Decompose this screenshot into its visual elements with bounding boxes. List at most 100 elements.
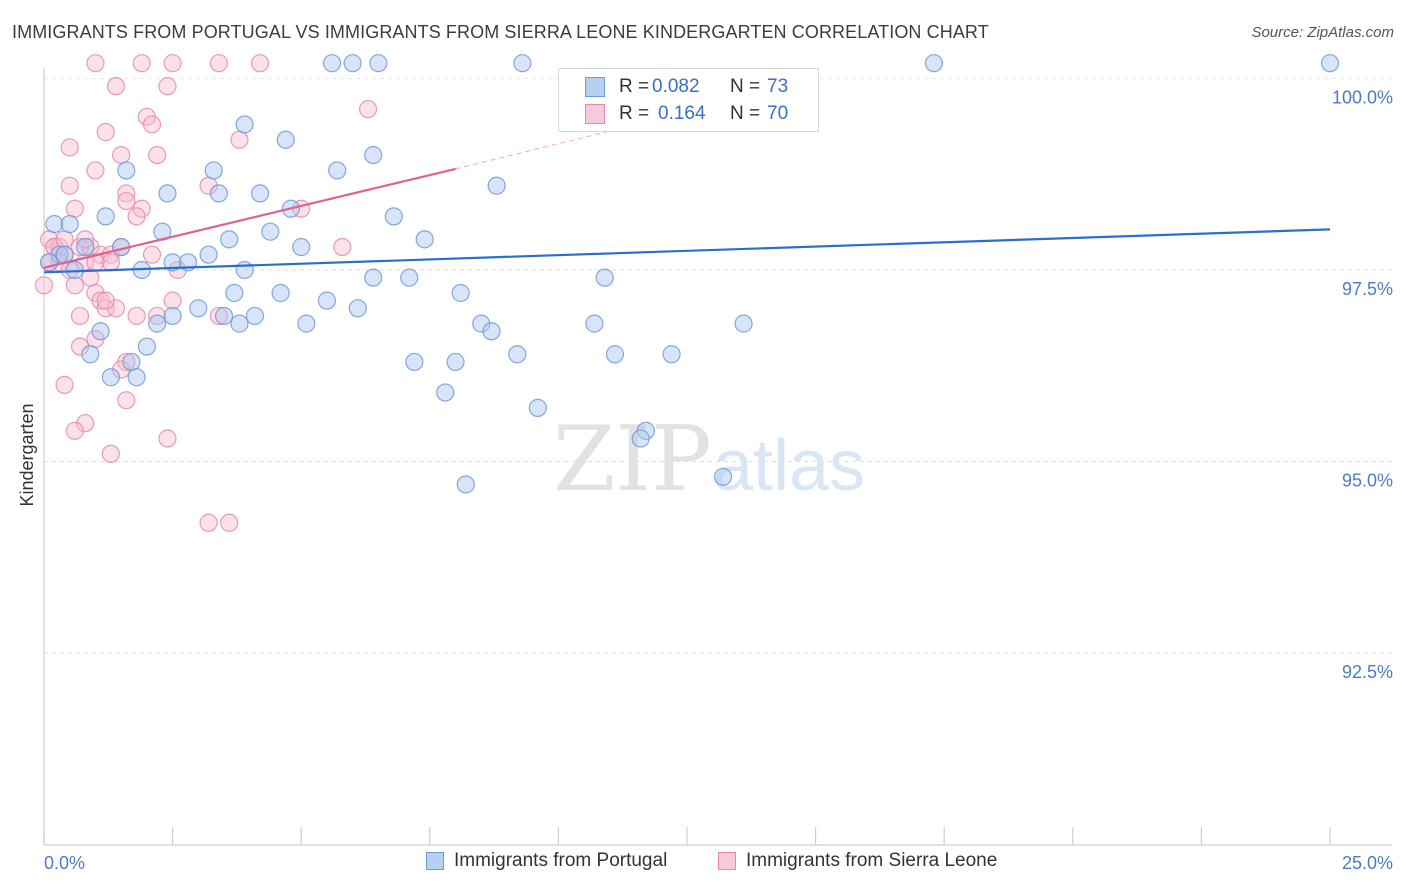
point-sierra-leone [106,299,126,318]
point-sierra-leone [148,306,167,326]
point-sierra-leone [230,130,249,149]
series-sierra-leone-points [34,54,378,532]
point-portugal [317,291,337,310]
point-sierra-leone [96,123,115,142]
axes [43,68,1392,846]
point-portugal [364,146,383,165]
point-portugal [101,368,120,387]
point-portugal [163,253,182,272]
y-tick-label: 92.5% [1342,662,1393,682]
y-tick-label: 97.5% [1342,279,1393,299]
point-sierra-leone [117,191,136,211]
point-portugal [91,322,110,341]
point-portugal [415,230,434,249]
point-sierra-leone [163,291,182,310]
point-portugal [137,337,156,356]
point-sierra-leone [158,429,177,448]
point-portugal [214,306,234,326]
point-portugal [96,207,115,226]
n-value: 73 [767,76,789,97]
point-portugal [235,115,254,134]
point-portugal [189,299,208,318]
point-sierra-leone [333,237,352,257]
point-portugal [343,54,362,73]
point-sierra-leone [112,360,131,379]
point-portugal [209,184,228,203]
point-sierra-leone [96,299,115,318]
point-sierra-leone [60,176,79,195]
point-portugal [117,161,136,180]
y-tick-label: 95.0% [1342,471,1393,491]
point-portugal [734,314,753,333]
point-portugal [230,314,249,333]
watermark: ZIP atlas [553,407,865,512]
legend-swatch-sierra-leone [718,852,736,870]
point-sierra-leone [148,146,167,165]
point-portugal [924,54,944,73]
r-label: R = [619,103,650,124]
point-sierra-leone [65,421,84,440]
point-portugal [235,260,254,280]
legend-swatch-sierra-leone [585,104,605,124]
point-sierra-leone [220,513,239,532]
n-label: N = [730,76,761,97]
point-sierra-leone [70,337,90,356]
point-sierra-leone [106,77,126,96]
r-value: 0.164 [658,103,706,124]
point-sierra-leone [101,253,120,272]
watermark-atlas: atlas [713,426,865,506]
y-tick-label: 100.0% [1332,88,1393,108]
point-portugal [595,268,614,287]
legend-item-sierra-leone: Immigrants from Sierra Leone [718,850,997,872]
r-label: R = [619,76,650,97]
point-portugal [513,54,532,73]
point-portugal [225,283,244,303]
point-portugal [605,345,625,364]
n-label: N = [730,103,761,124]
point-sierra-leone [117,184,136,203]
point-portugal [348,299,367,318]
r-value: 0.082 [652,76,700,97]
point-sierra-leone [76,414,95,433]
point-portugal [163,306,182,326]
source-label: Source: ZipAtlas.com [1251,24,1394,41]
point-portugal [292,237,311,257]
bottom-legend: Immigrants from Portugal Immigrants from… [0,850,1406,880]
point-portugal [328,161,347,180]
point-portugal [220,230,239,249]
point-portugal [472,314,491,333]
point-portugal [261,222,280,241]
point-sierra-leone [70,306,90,326]
point-sierra-leone [127,306,146,326]
point-portugal [322,54,342,73]
point-portugal [400,268,419,287]
point-portugal [405,352,424,372]
point-portugal [250,184,270,203]
point-portugal [436,383,455,402]
point-portugal [631,429,650,448]
point-portugal [456,475,475,494]
point-sierra-leone [55,375,74,394]
watermark-zip: ZIP [553,407,712,512]
point-sierra-leone [55,230,74,249]
point-portugal [245,306,265,326]
point-sierra-leone [163,54,182,73]
point-portugal [40,253,59,272]
point-portugal [369,54,388,73]
point-portugal [487,176,506,195]
point-portugal [199,245,218,264]
point-sierra-leone [96,291,115,310]
point-portugal [384,207,403,226]
point-sierra-leone [358,100,378,119]
n-value: 70 [767,103,789,124]
point-portugal [60,214,79,234]
trend-line-sierra-leone [43,167,456,269]
point-portugal [1320,54,1340,73]
point-portugal [482,322,501,341]
point-sierra-leone [65,199,84,218]
point-portugal [122,352,141,372]
x-tick-label: 25.0% [1342,853,1393,873]
point-sierra-leone [34,276,54,295]
point-sierra-leone [101,444,120,463]
point-portugal [271,283,290,303]
